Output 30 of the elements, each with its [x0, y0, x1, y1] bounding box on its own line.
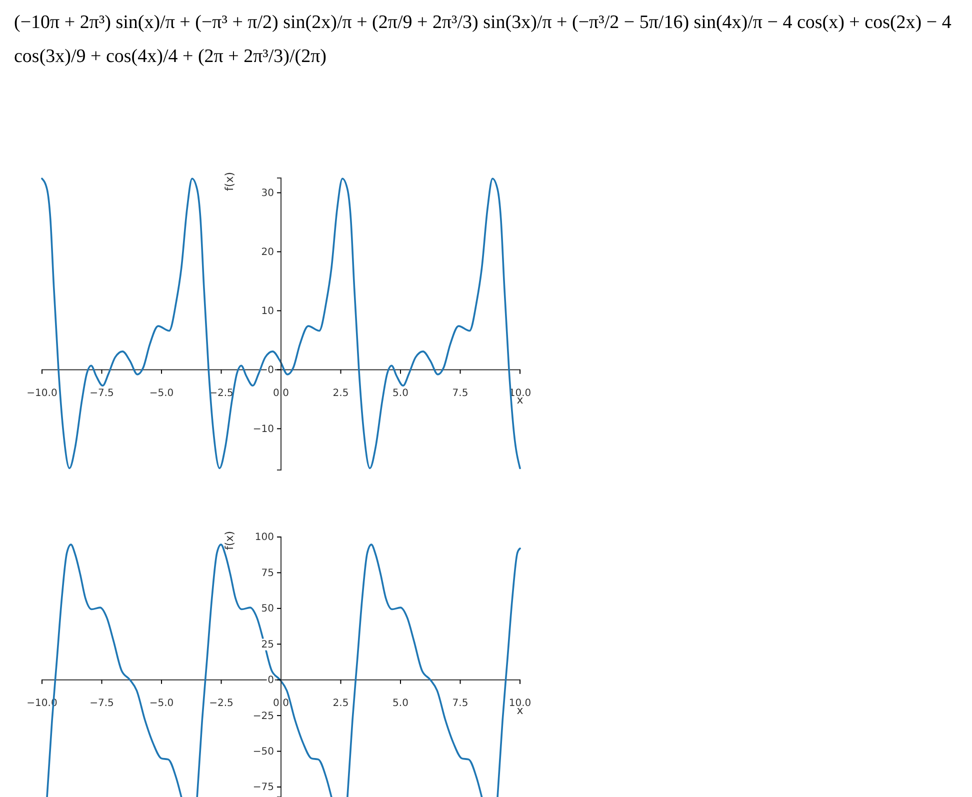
y-tick-label: 0: [268, 675, 274, 686]
y-tick-label: 100: [254, 532, 274, 544]
y-tick-label: 25: [261, 639, 274, 650]
y-tick-label: 0: [268, 364, 274, 376]
y-tick-label: −50: [252, 746, 274, 758]
x-tick-label: −5.0: [149, 698, 174, 709]
x-tick-label: 10.0: [508, 698, 532, 709]
x-tick-label: 7.5: [452, 388, 468, 399]
x-tick-label: −2.5: [209, 388, 234, 399]
y-tick-label: 20: [261, 246, 274, 258]
y-tick-label: 50: [261, 604, 274, 615]
x-tick-label: −7.5: [90, 698, 114, 709]
x-tick-label: 5.0: [392, 698, 408, 709]
y-tick-label: 75: [261, 568, 274, 579]
y-axis-title: f(x): [223, 531, 236, 550]
y-tick-label: −25: [252, 710, 274, 722]
x-tick-label: 5.0: [392, 388, 408, 399]
y-axis-title: f(x): [223, 172, 236, 191]
x-tick-label: −7.5: [90, 388, 114, 399]
x-tick-label: 7.5: [452, 698, 468, 709]
x-tick-label: −2.5: [209, 698, 234, 709]
x-tick-label: 2.5: [332, 388, 349, 399]
y-tick-label: 10: [261, 306, 274, 317]
y-tick-label: −10: [252, 424, 274, 435]
x-tick-label: −5.0: [149, 388, 174, 399]
x-tick-label: 2.5: [332, 698, 349, 709]
chart-title: (−10π + 2π³) sin(x)/π + (−π³ + π/2) sin(2x)/π + (2π/9 + 2π³/3) sin(3x)/π + (−π³/2 − 5π/16) sin(4x)/π − 4 cos(x) + cos(2x) − 4 cos(3x)/9 + cos(4x)/4 + (2π + 2π³/3)/(2π): [14, 11, 952, 69]
x-tick-label: −10.0: [26, 388, 58, 399]
y-tick-label: 30: [261, 188, 274, 199]
y-tick-label: −75: [252, 782, 274, 794]
